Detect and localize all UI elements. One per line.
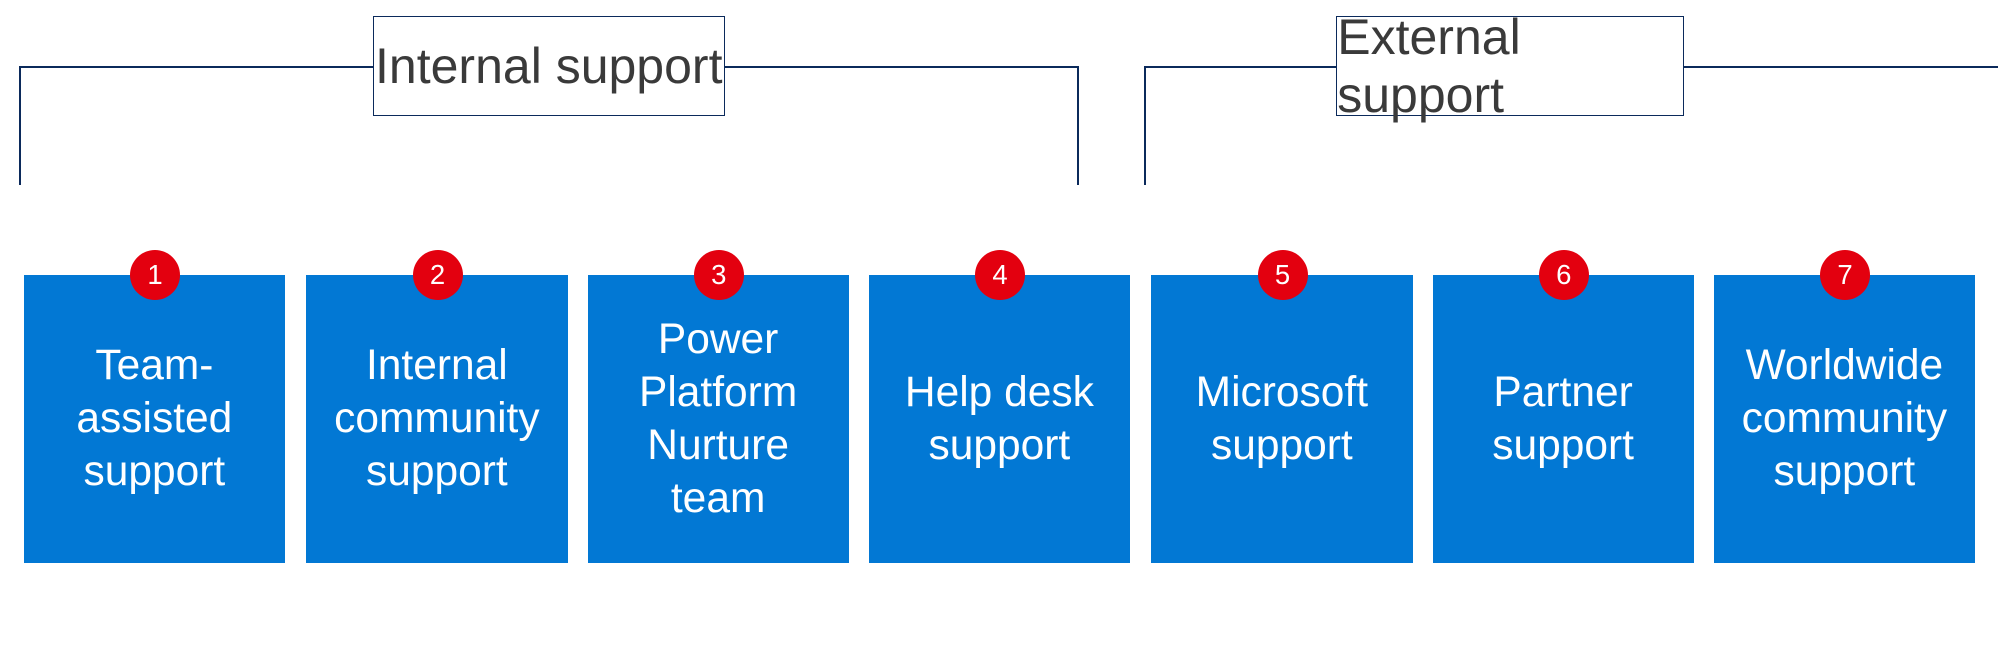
group-header-label: External support (1337, 8, 1683, 124)
support-card-7: Worldwide community support (1714, 275, 1975, 563)
step-badge-number: 2 (430, 259, 445, 291)
step-badge-number: 7 (1837, 259, 1852, 291)
support-card-6: Partner support (1433, 275, 1694, 563)
support-card-3: Power Platform Nurture team (588, 275, 849, 563)
support-card-label: Partner support (1492, 366, 1634, 472)
support-card-label: Power Platform Nurture team (639, 313, 797, 526)
step-badge-1: 1 (130, 250, 180, 300)
support-card-label: Internal community support (334, 339, 539, 498)
step-badge-number: 6 (1556, 259, 1571, 291)
step-badge-number: 1 (147, 259, 162, 291)
support-card-1: Team- assisted support (24, 275, 285, 563)
group-header-label: Internal support (375, 37, 722, 95)
support-card-label: Help desk support (905, 366, 1094, 472)
step-badge-4: 4 (975, 250, 1025, 300)
step-badge-3: 3 (694, 250, 744, 300)
support-card-5: Microsoft support (1151, 275, 1412, 563)
support-card-label: Microsoft support (1196, 366, 1368, 472)
support-card-label: Team- assisted support (76, 339, 232, 498)
support-card-2: Internal community support (306, 275, 567, 563)
step-badge-7: 7 (1820, 250, 1870, 300)
step-badge-6: 6 (1539, 250, 1589, 300)
step-badge-number: 5 (1275, 259, 1290, 291)
group-header-external: External support (1336, 16, 1684, 116)
step-badge-5: 5 (1258, 250, 1308, 300)
support-card-4: Help desk support (869, 275, 1130, 563)
support-card-label: Worldwide community support (1742, 339, 1947, 498)
step-badge-number: 4 (992, 259, 1007, 291)
step-badge-number: 3 (711, 259, 726, 291)
group-header-internal: Internal support (373, 16, 726, 116)
step-badge-2: 2 (413, 250, 463, 300)
